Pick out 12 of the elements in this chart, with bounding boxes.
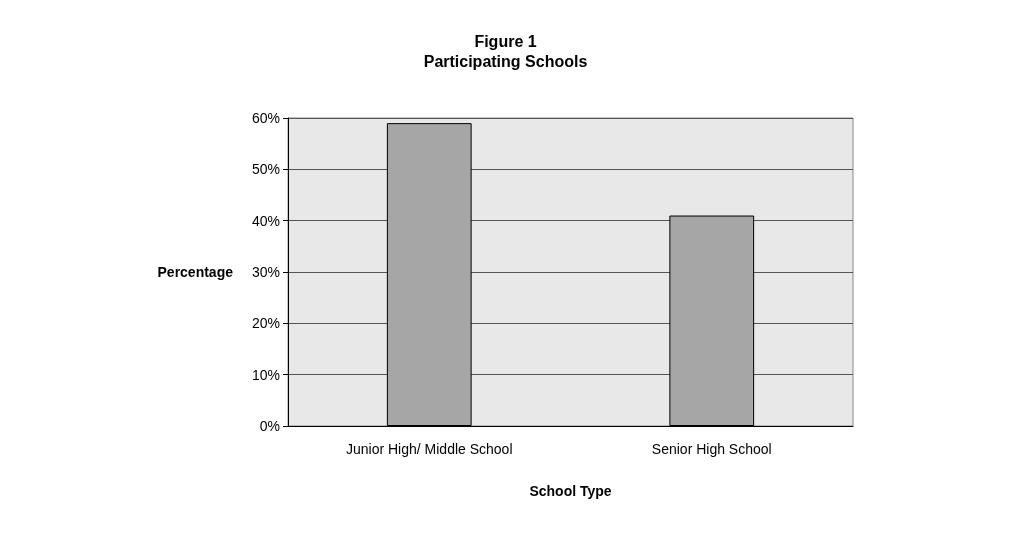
y-tick-label: 50% [251,161,280,178]
y-tick-label: 60% [251,110,280,126]
y-tick-label: 0% [259,418,280,434]
y-axis-title: Percentage [157,264,234,280]
chart-title: Figure 1 Participating Schools [423,32,588,70]
y-tick-label: 40% [251,212,280,229]
x-tick-label: Junior High/ Middle School [345,441,513,457]
y-tick-label: 10% [251,366,280,383]
x-tick-label: Senior High School [651,441,772,457]
y-tick-label: 30% [251,264,280,280]
x-axis-title: School Type [529,483,612,499]
y-tick-label: 20% [251,315,280,332]
